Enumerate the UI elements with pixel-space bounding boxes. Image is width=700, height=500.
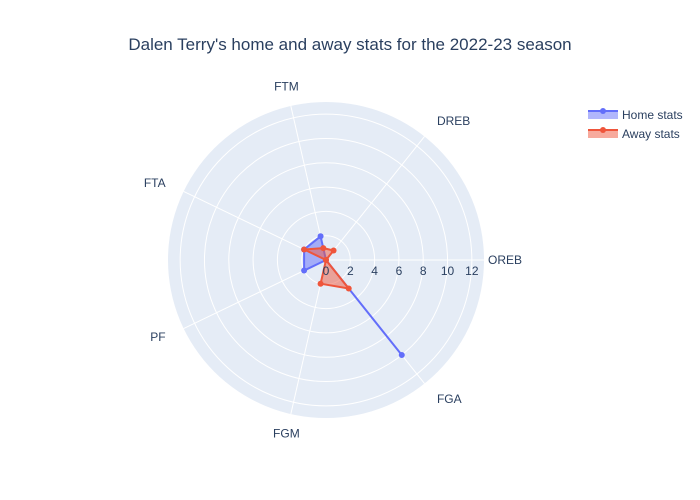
angular-label-fgm: FGM xyxy=(273,427,300,441)
angular-label-dreb: DREB xyxy=(437,114,470,128)
data-point-ftm[interactable] xyxy=(317,233,324,240)
radial-tick-label: 4 xyxy=(371,264,378,278)
angular-axis-labels: OREB DREB FTM FTA PF FGM FGA xyxy=(144,79,522,440)
radial-tick-label: 8 xyxy=(420,264,427,278)
legend-marker xyxy=(600,127,606,133)
legend-label: Home stats xyxy=(622,108,683,122)
legend-item-home[interactable]: Home stats xyxy=(588,108,683,122)
angular-label-pf: PF xyxy=(150,330,165,344)
legend-swatch xyxy=(588,130,618,138)
radial-tick-label: 0 xyxy=(323,264,330,278)
series-away xyxy=(301,245,352,292)
legend-label: Away stats xyxy=(622,127,680,141)
radial-tick-label: 12 xyxy=(465,264,479,278)
angular-label-fga: FGA xyxy=(437,392,462,406)
radial-axis-labels: 0 2 4 6 8 10 12 xyxy=(323,264,479,278)
data-point-fta[interactable] xyxy=(301,246,308,253)
data-point-pf[interactable] xyxy=(323,257,329,263)
legend[interactable]: Home stats Away stats xyxy=(588,108,683,141)
series-layer xyxy=(301,233,405,359)
radial-tick-label: 2 xyxy=(347,264,354,278)
radial-tick-label: 6 xyxy=(396,264,403,278)
legend-marker xyxy=(600,108,606,114)
angular-label-fta: FTA xyxy=(144,176,166,190)
data-point-ftm[interactable] xyxy=(320,245,327,252)
radial-tick-label: 10 xyxy=(441,264,455,278)
data-point-pf[interactable] xyxy=(301,267,308,274)
legend-swatch xyxy=(588,111,618,119)
data-point-fgm[interactable] xyxy=(317,280,324,287)
legend-item-away[interactable]: Away stats xyxy=(588,127,680,141)
data-point-fga[interactable] xyxy=(345,285,352,292)
angular-label-oreb: OREB xyxy=(488,253,522,267)
data-point-fga[interactable] xyxy=(398,352,405,359)
grid-spoke xyxy=(325,136,425,261)
data-point-dreb[interactable] xyxy=(330,247,337,254)
angular-label-ftm: FTM xyxy=(274,79,299,93)
chart-title: Dalen Terry's home and away stats for th… xyxy=(128,35,571,54)
